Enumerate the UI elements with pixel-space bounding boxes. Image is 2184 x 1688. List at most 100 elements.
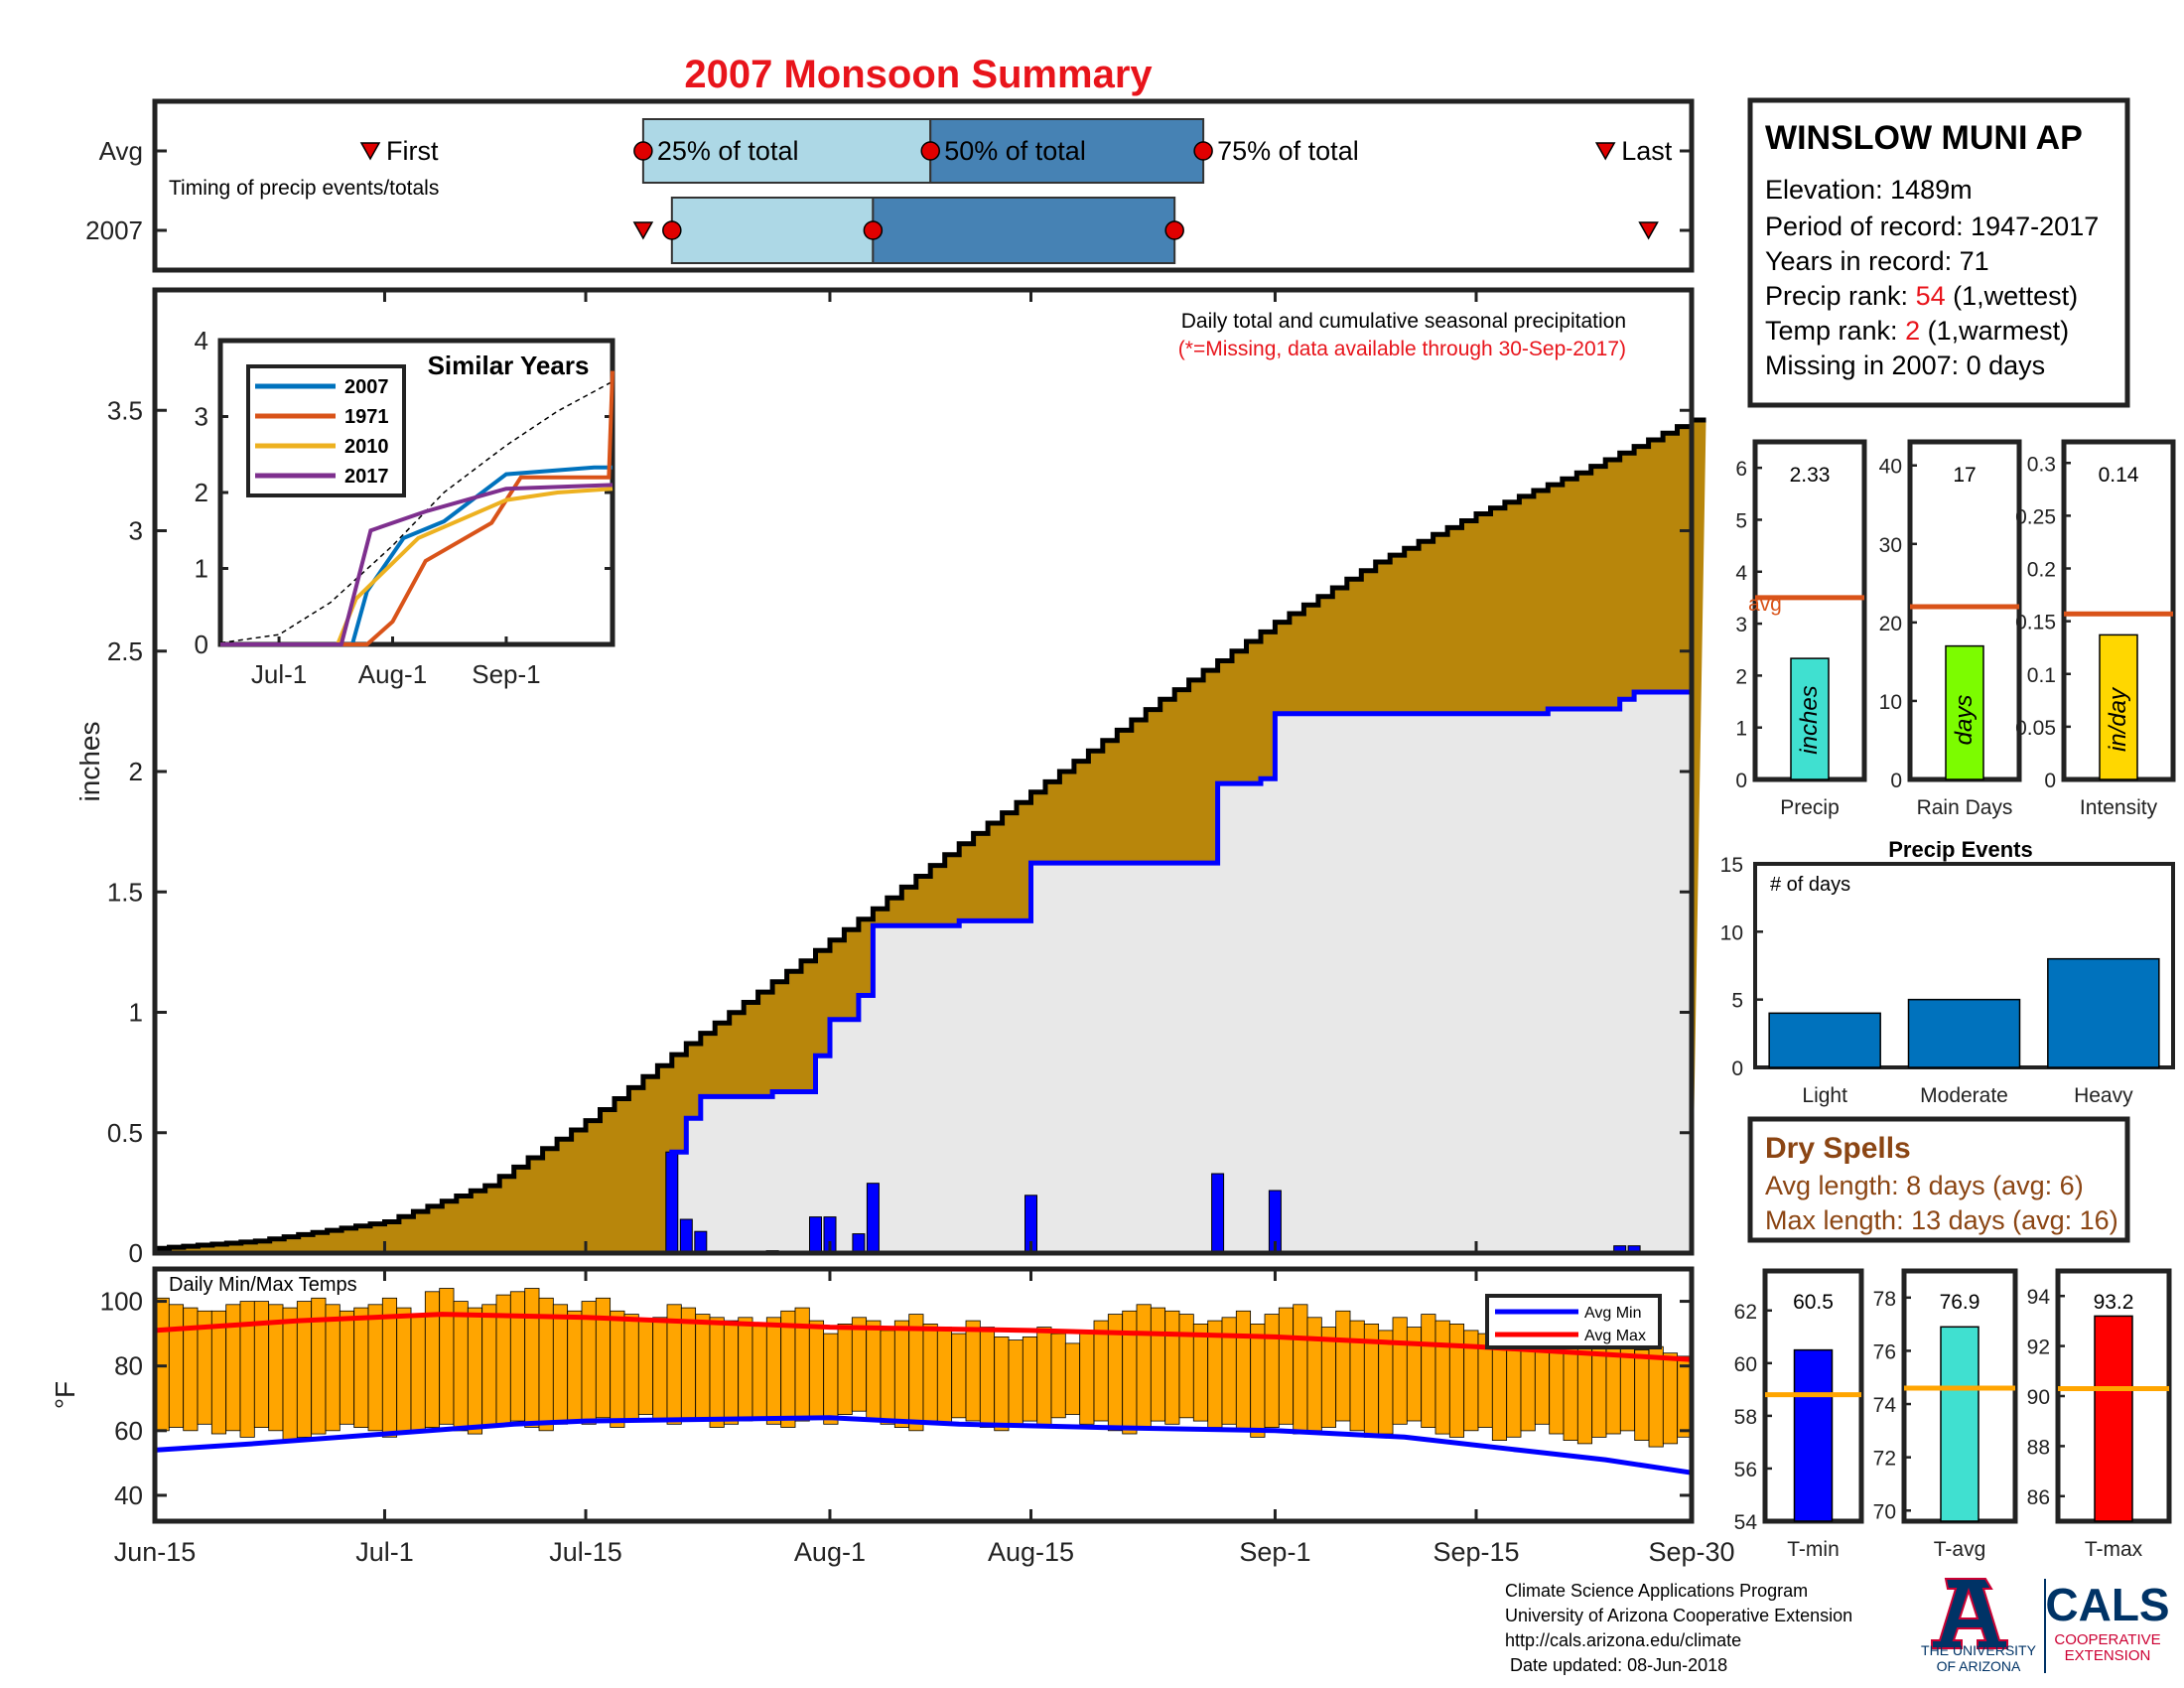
precip_total-bar	[1790, 657, 1830, 780]
temp-range-bar	[765, 1317, 782, 1425]
temp-range-bar	[610, 1310, 625, 1428]
temp-range-bar	[1293, 1304, 1308, 1435]
temp-range-bar	[567, 1310, 583, 1422]
t_avg-y-tick-label: 72	[1873, 1448, 1896, 1471]
intensity-y-tick-label: 0.2	[2027, 559, 2056, 582]
temp-range-bar	[210, 1310, 227, 1435]
temp-legend-label: Avg Min	[1584, 1305, 1642, 1322]
precip_total-y-tick-label: 6	[1735, 458, 1747, 481]
temp-frame	[152, 1266, 1695, 1524]
intensity-unit-label: in/day	[2105, 686, 2131, 752]
precip_total-y-tick-label: 0	[1735, 770, 1747, 792]
t_avg-value-label: 76.9	[1940, 1291, 1980, 1314]
intensity-y-tick-label: 0.05	[2015, 717, 2056, 740]
t_max-value-label: 93.2	[2094, 1291, 2134, 1314]
temp-range-bar	[808, 1320, 825, 1419]
inset-x-tick-label: Jul-1	[251, 659, 307, 689]
temp-range-bar	[509, 1291, 526, 1422]
inset-series-1971	[220, 370, 614, 646]
events-category-label: Light	[1802, 1084, 1847, 1107]
t_avg-category-label: T-avg	[1934, 1538, 1986, 1561]
t_min-y-tick-label: 58	[1734, 1406, 1757, 1429]
inset-legend-label: 2017	[344, 466, 389, 488]
inset-legend-label: 1971	[344, 406, 389, 428]
temp-range-bar	[453, 1301, 469, 1432]
temp-range-bar	[823, 1333, 839, 1425]
temp-range-bar	[1064, 1342, 1081, 1415]
dry-spells-max: Max length: 13 days (avg: 16)	[1765, 1205, 2118, 1235]
temp-range-bar	[1079, 1330, 1095, 1425]
inset-x-tick-label: Aug-1	[358, 659, 427, 689]
temp-range-bar	[1235, 1310, 1252, 1432]
temp-range-bar	[1634, 1349, 1650, 1442]
y-tick-label: 2	[129, 757, 143, 786]
avg-pct-marker	[633, 141, 653, 161]
inset-y-tick-label: 2	[195, 478, 208, 507]
inset-y-tick-label: 1	[195, 554, 208, 584]
y-tick-label: 0.5	[107, 1118, 143, 1148]
temp-y-axis-label: °F	[50, 1381, 80, 1409]
station-years: Years in record: 71	[1765, 246, 1989, 276]
t_avg-y-tick-label: 76	[1873, 1340, 1896, 1363]
temp-legend-box	[1485, 1294, 1662, 1349]
y-tick-label: 2.5	[107, 636, 143, 666]
temp-range-bar	[1093, 1320, 1109, 1422]
dry-spells-avg: Avg length: 8 days (avg: 6)	[1765, 1171, 2084, 1200]
temp-range-bar	[893, 1320, 910, 1428]
station-temp-rank: Temp rank: 2 (1,warmest)	[1765, 316, 2069, 346]
temp-range-bar	[339, 1310, 355, 1425]
cals-logo: CALS COOPERATIVE EXTENSION	[2045, 1579, 2169, 1664]
events-y-tick-label: 10	[1720, 921, 1743, 944]
footer-line-3: http://cals.arizona.edu/climate	[1505, 1630, 1741, 1650]
x-tick-label: Sep-30	[1648, 1537, 1734, 1567]
intensity-category-label: Intensity	[2080, 796, 2158, 819]
station-period: Period of record: 1947-2017	[1765, 211, 2099, 241]
t_min-y-tick-label: 62	[1734, 1301, 1757, 1324]
inset-legend-label: 2010	[344, 436, 389, 458]
temp-stat-charts: 54 56 58 60 62 60.5 T-min 70 72 74 76 78 76.9 T-avg 86…	[1734, 1268, 2172, 1561]
footer-line-4: Date updated: 08-Jun-2018	[1505, 1655, 1727, 1675]
precip_total-avg-label: avg	[1748, 593, 1782, 616]
t_avg-y-tick-label: 78	[1873, 1288, 1896, 1311]
temp-range-bar	[1378, 1330, 1394, 1435]
temp-range-bar	[1250, 1324, 1266, 1438]
inset-legend-label: 2007	[344, 376, 389, 398]
y-tick-label: 1.5	[107, 877, 143, 907]
temp-range-bar	[1349, 1320, 1365, 1432]
rain_days-bar	[1945, 644, 1984, 780]
x-tick-label: Jul-15	[549, 1537, 622, 1567]
station-info-box: WINSLOW MUNI AP Elevation: 1489m Period …	[1747, 97, 2130, 408]
temp-range-bar	[1335, 1310, 1351, 1422]
pct-label: 75% of total	[1217, 136, 1359, 166]
intensity-y-tick-label: 0.15	[2015, 612, 2056, 634]
temp-range-bar	[1448, 1324, 1465, 1438]
intensity-y-tick-label: 0	[2044, 770, 2056, 792]
temp-range-bar	[168, 1304, 185, 1428]
intensity-bar	[2099, 633, 2138, 780]
temp-range-bar	[994, 1336, 1010, 1432]
temp-range-bar	[353, 1307, 369, 1428]
temp-range-bar	[1619, 1345, 1636, 1432]
inset-series-2017	[220, 483, 614, 646]
station-missing: Missing in 2007: 0 days	[1765, 351, 2045, 380]
temp-range-bar	[837, 1324, 853, 1416]
temp-range-bar	[1662, 1352, 1679, 1445]
temp-range-bar	[1192, 1324, 1209, 1422]
temp-range-bar	[1264, 1314, 1280, 1428]
x-tick-label: Sep-15	[1433, 1537, 1519, 1567]
precip-events-chart: Light Moderate Heavy 0 5 10 15 Precip Events # o…	[1720, 837, 2175, 1107]
year-pct-marker	[863, 220, 884, 240]
year-cumulative-line	[155, 689, 1692, 1256]
temp-title: Daily Min/Max Temps	[169, 1274, 357, 1296]
year-first-marker	[632, 221, 654, 240]
t_max-y-tick-label: 90	[2027, 1386, 2050, 1409]
y-tick-label: 3	[129, 516, 143, 546]
university-of-arizona-logo: THE UNIVERSITY OF ARIZONA	[1921, 1578, 2037, 1674]
t_avg-bar	[1940, 1326, 1979, 1522]
temp-range-bar	[467, 1307, 483, 1435]
last-label: Last	[1621, 136, 1673, 166]
dry-spells-title: Dry Spells	[1765, 1132, 1911, 1165]
t_avg-y-tick-label: 70	[1873, 1500, 1896, 1523]
temp-range-bar	[396, 1307, 412, 1435]
temp-range-bar	[908, 1314, 924, 1432]
